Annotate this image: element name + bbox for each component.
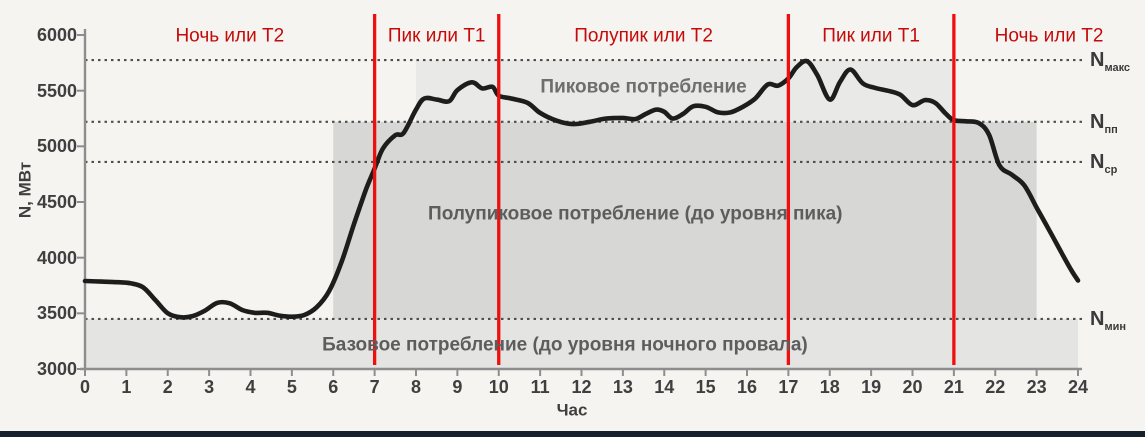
x-tick-label: 19 <box>861 377 882 398</box>
x-tick-label: 14 <box>654 377 675 398</box>
y-tick-label: 4500 <box>36 192 78 213</box>
window-edge-strip <box>0 431 1145 437</box>
x-tick-label: 0 <box>79 377 91 398</box>
y-tick-label: 4000 <box>36 247 78 268</box>
y-axis-title: N, МВт <box>15 161 35 219</box>
x-tick-label: 2 <box>162 377 173 398</box>
x-tick-label: 5 <box>286 377 297 398</box>
region-annotation-base: Базовое потребление (до уровня ночного п… <box>322 334 808 356</box>
x-tick-label: 20 <box>902 377 923 398</box>
x-tick-label: 12 <box>571 377 592 398</box>
region-annotation-peak: Пиковое потребление <box>540 76 747 98</box>
x-tick-label: 7 <box>369 377 380 398</box>
x-tick-label: 4 <box>245 377 256 398</box>
y-tick-label: 5500 <box>36 80 78 101</box>
x-tick-label: 15 <box>695 377 716 398</box>
x-tick-label: 9 <box>452 377 463 398</box>
x-tick-label: 16 <box>736 377 758 398</box>
x-tick-label: 22 <box>985 377 1006 398</box>
x-tick-label: 13 <box>612 377 633 398</box>
threshold-label-n-min: Nмин <box>1090 307 1126 333</box>
x-tick-label: 21 <box>943 377 964 398</box>
x-tick-label: 24 <box>1067 377 1089 398</box>
x-tick-label: 17 <box>778 377 799 398</box>
tariff-zone-label-0: Ночь или Т2 <box>175 25 285 47</box>
x-tick-label: 8 <box>410 377 422 398</box>
x-tick-label: 18 <box>819 377 840 398</box>
threshold-label-n-avg: Nср <box>1090 150 1118 176</box>
x-tick-label: 10 <box>488 377 509 398</box>
x-tick-label: 6 <box>328 377 339 398</box>
y-tick-label: 6000 <box>36 25 78 46</box>
y-tick-label: 3500 <box>36 303 78 324</box>
tariff-zone-label-3: Пик или Т1 <box>822 25 920 47</box>
x-axis-title: Час <box>556 400 588 420</box>
region-half-peak <box>333 121 1037 319</box>
threshold-label-n-halfpeak: Nпп <box>1090 110 1118 136</box>
region-annotation-half-peak: Полупиковое потребление (до уровня пика) <box>428 203 843 225</box>
tariff-zone-label-2: Полупик или Т2 <box>574 25 713 47</box>
load-curve-line <box>82 58 1081 320</box>
x-tick-label: 23 <box>1026 377 1047 398</box>
x-tick-label: 1 <box>121 377 132 398</box>
tariff-zone-label-4: Ночь или Т2 <box>994 25 1104 47</box>
region-base <box>85 318 1078 369</box>
x-tick-label: 11 <box>530 377 550 398</box>
y-tick-label: 3000 <box>36 359 78 380</box>
y-tick-label: 5000 <box>36 136 78 157</box>
threshold-label-n-max: Nмакс <box>1090 49 1131 75</box>
x-tick-label: 3 <box>204 377 215 398</box>
tariff-zone-label-1: Пик или Т1 <box>387 25 486 47</box>
